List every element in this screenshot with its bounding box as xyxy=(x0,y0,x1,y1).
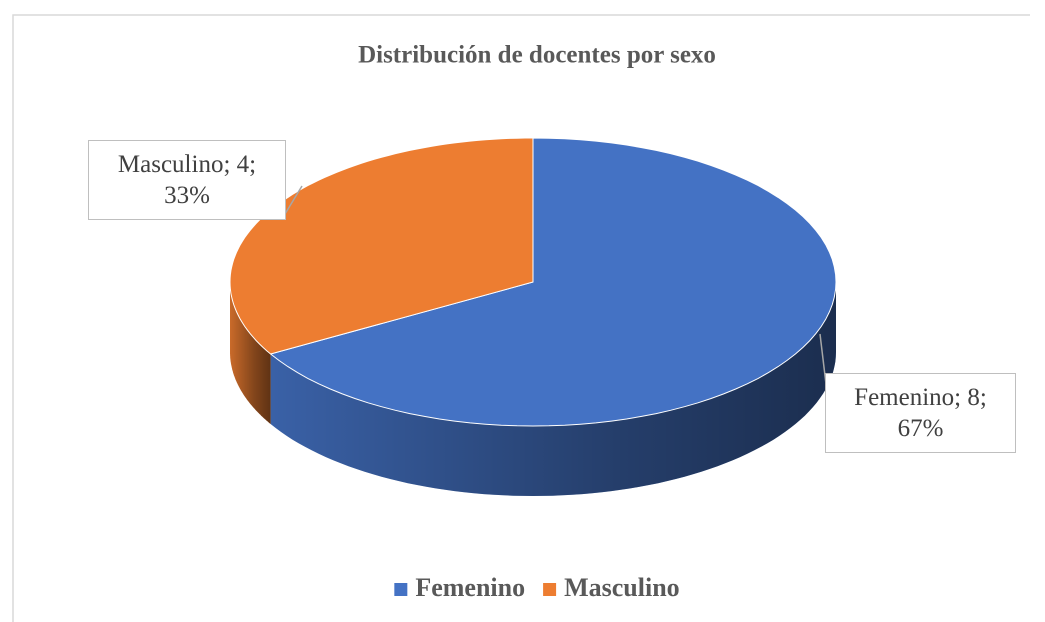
slice-side-shade xyxy=(230,282,271,424)
legend: Femenino Masculino xyxy=(394,573,680,602)
legend-swatch xyxy=(394,583,408,596)
legend-label: Femenino xyxy=(415,573,525,602)
chart-border xyxy=(12,14,1030,622)
data-label: Masculino; 4; 33% xyxy=(88,140,286,220)
slice xyxy=(269,137,837,427)
slice-side-shade xyxy=(270,282,837,496)
legend-swatch xyxy=(543,583,557,596)
data-label: Femenino; 8; 67% xyxy=(825,373,1016,453)
leader-line xyxy=(284,185,303,215)
pie xyxy=(229,137,837,496)
legend-label: Masculino xyxy=(564,573,680,602)
chart-title: Distribución de docentes por sexo xyxy=(358,42,716,69)
